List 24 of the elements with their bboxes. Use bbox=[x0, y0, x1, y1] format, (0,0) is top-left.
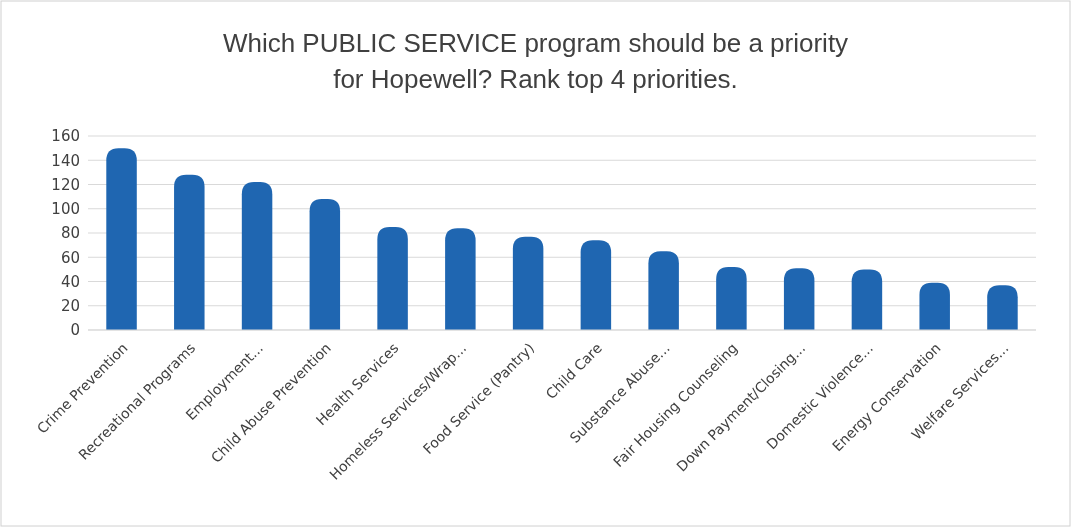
y-tick-label: 160 bbox=[51, 127, 80, 146]
y-tick-label: 100 bbox=[51, 200, 80, 218]
bar bbox=[580, 240, 612, 330]
y-tick-label: 120 bbox=[51, 175, 80, 194]
chart-title: Which PUBLIC SERVICE program should be a priority for Hopewell? Rank top 4 priorities. bbox=[222, 28, 849, 94]
bar bbox=[648, 251, 679, 330]
y-tick-label: 60 bbox=[60, 248, 80, 267]
bar bbox=[174, 174, 205, 330]
y-tick-label: 20 bbox=[60, 297, 80, 315]
bar bbox=[241, 182, 273, 330]
bar bbox=[783, 268, 815, 330]
bar bbox=[851, 269, 883, 330]
bar bbox=[987, 285, 1018, 330]
y-tick-label: 40 bbox=[60, 272, 80, 291]
y-tick-label: 140 bbox=[51, 151, 80, 170]
y-tick-label: 80 bbox=[60, 224, 80, 243]
bar bbox=[512, 236, 544, 330]
bar bbox=[309, 199, 341, 330]
bar bbox=[716, 266, 747, 330]
bar bbox=[919, 282, 950, 330]
bar bbox=[106, 148, 137, 330]
bar bbox=[377, 226, 408, 330]
y-tick-label: 0 bbox=[70, 321, 80, 340]
bar bbox=[445, 228, 476, 330]
